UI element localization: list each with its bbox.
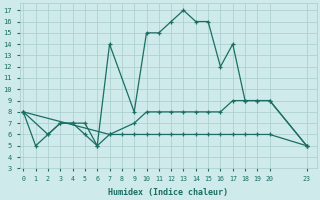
X-axis label: Humidex (Indice chaleur): Humidex (Indice chaleur) [108,188,228,197]
